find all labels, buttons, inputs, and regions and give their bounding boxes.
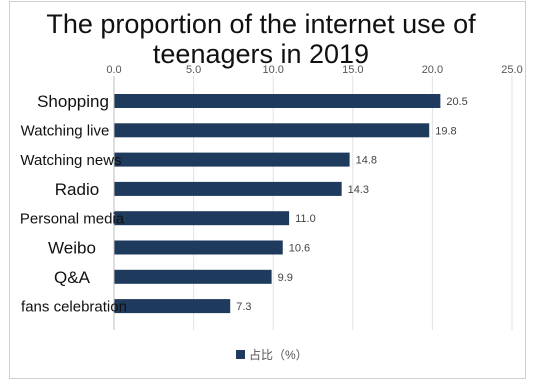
data-label: 9.9 bbox=[278, 272, 293, 284]
bar bbox=[114, 269, 272, 284]
x-tick-label: 5.0 bbox=[186, 64, 201, 76]
category-label: Personal media bbox=[20, 211, 125, 228]
data-label: 20.5 bbox=[446, 96, 467, 108]
category-label: fans celebration bbox=[21, 299, 127, 316]
x-tick-label: 10.0 bbox=[262, 64, 283, 76]
data-label: 14.3 bbox=[348, 184, 369, 196]
x-tick-label: 20.0 bbox=[422, 64, 443, 76]
bar bbox=[114, 211, 290, 226]
category-label: Watching news bbox=[20, 152, 121, 169]
x-tick-label: 15.0 bbox=[342, 64, 363, 76]
chart-title-line: The proportion of the internet use of bbox=[46, 9, 476, 39]
legend-swatch bbox=[236, 350, 245, 359]
x-tick-label: 25.0 bbox=[501, 64, 522, 76]
category-label: Watching live bbox=[21, 123, 110, 140]
data-label: 14.8 bbox=[356, 155, 377, 167]
bar bbox=[114, 240, 283, 255]
bar bbox=[114, 94, 441, 108]
data-label: 10.6 bbox=[289, 243, 310, 255]
x-tick-label: 0.0 bbox=[106, 64, 121, 76]
category-label: Weibo bbox=[48, 239, 96, 258]
chart-title-line: teenagers in 2019 bbox=[153, 39, 369, 69]
bar bbox=[114, 123, 430, 138]
data-label: 19.8 bbox=[435, 125, 456, 137]
data-label: 11.0 bbox=[295, 213, 316, 225]
category-label: Shopping bbox=[37, 92, 109, 111]
legend-label: 占比（%） bbox=[249, 347, 308, 362]
bar bbox=[114, 152, 350, 167]
data-label: 7.3 bbox=[236, 301, 251, 313]
bar bbox=[114, 181, 342, 196]
bar bbox=[114, 299, 231, 314]
category-label: Radio bbox=[55, 180, 99, 199]
category-label: Q&A bbox=[54, 268, 91, 287]
